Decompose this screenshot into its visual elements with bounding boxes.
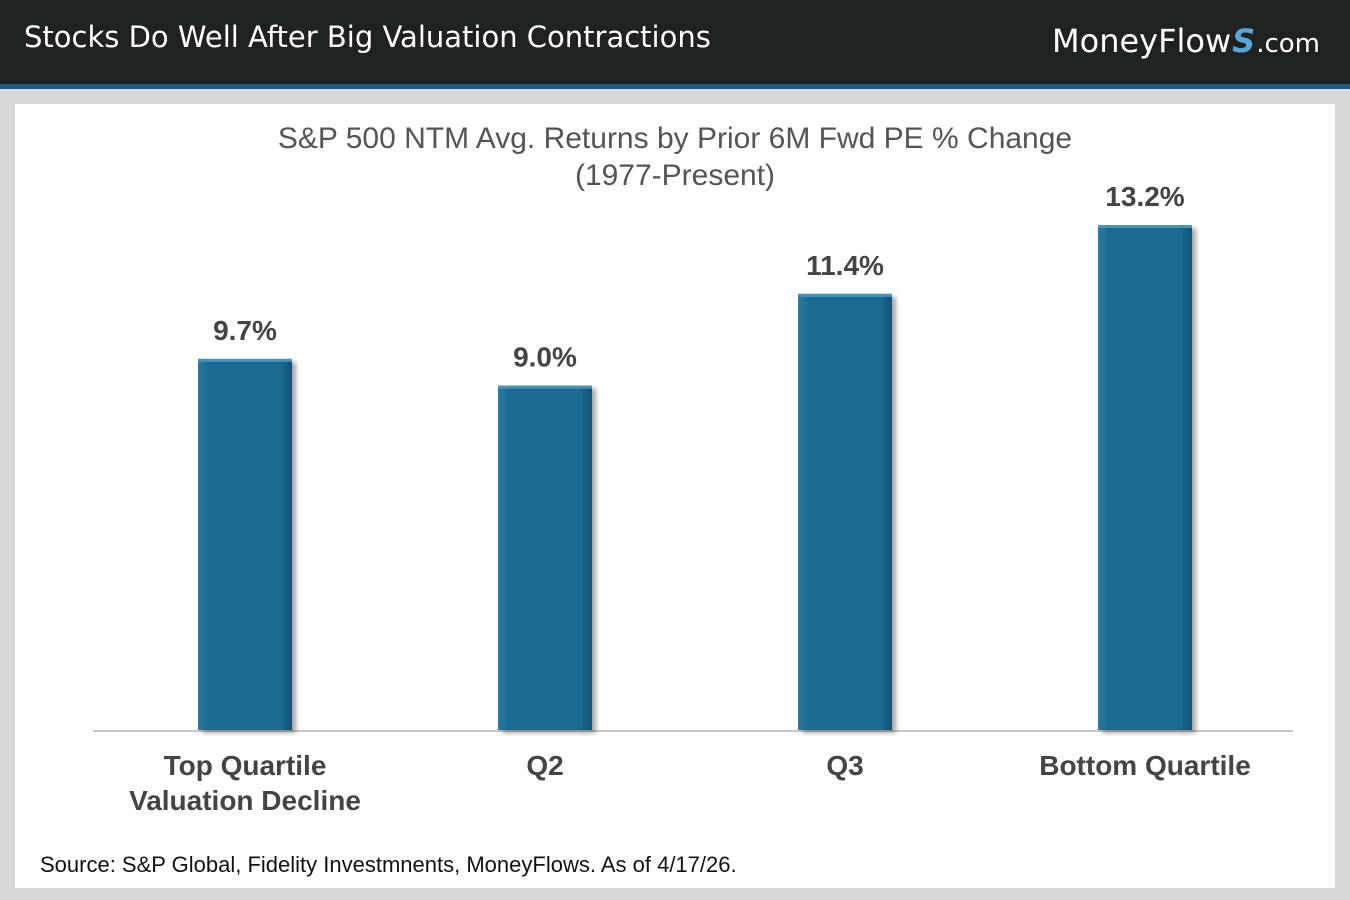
bar <box>498 385 592 730</box>
category-label-line: Top Quartile <box>163 750 327 781</box>
data-label: 11.4% <box>806 250 884 281</box>
bar-top-highlight <box>498 385 592 389</box>
brand-logo: MoneyFlow S .com <box>1052 22 1320 60</box>
data-label: 13.2% <box>1105 181 1184 212</box>
brand-suffix: .com <box>1256 29 1320 59</box>
category-label-line: Q3 <box>826 750 864 781</box>
category-label-line: Bottom Quartile <box>1039 750 1251 781</box>
bar-top-highlight <box>198 358 292 362</box>
bar <box>798 293 892 730</box>
bar <box>198 358 292 730</box>
page-title: Stocks Do Well After Big Valuation Contr… <box>24 20 711 54</box>
chart-subtitle: (1977-Present) <box>574 159 776 192</box>
bar-chart: 9.7% 9.0% 11.4% 13.2% <box>93 181 1293 732</box>
data-label: 9.7% <box>213 315 277 346</box>
bar-top-highlight <box>798 293 892 297</box>
brand-name: MoneyFlow <box>1052 22 1232 60</box>
category-label-line: Valuation Decline <box>129 785 361 816</box>
category-label: Q2 <box>385 748 705 783</box>
category-label-line: Q2 <box>526 750 564 781</box>
source-note: Source: S&P Global, Fidelity Investmnent… <box>40 852 737 877</box>
chart-title: S&P 500 NTM Avg. Returns by Prior 6M Fwd… <box>277 122 1073 155</box>
data-label: 9.0% <box>513 342 577 373</box>
bar-top-highlight <box>1098 225 1192 228</box>
bar <box>1098 225 1192 730</box>
header-bar: Stocks Do Well After Big Valuation Contr… <box>0 0 1350 84</box>
category-label: Bottom Quartile <box>985 748 1305 783</box>
brand-mark: S <box>1232 22 1256 60</box>
header-divider <box>0 84 1350 89</box>
category-label: Top Quartile Valuation Decline <box>85 748 405 818</box>
category-label: Q3 <box>685 748 1005 783</box>
chart-panel: S&P 500 NTM Avg. Returns by Prior 6M Fwd… <box>15 104 1335 888</box>
